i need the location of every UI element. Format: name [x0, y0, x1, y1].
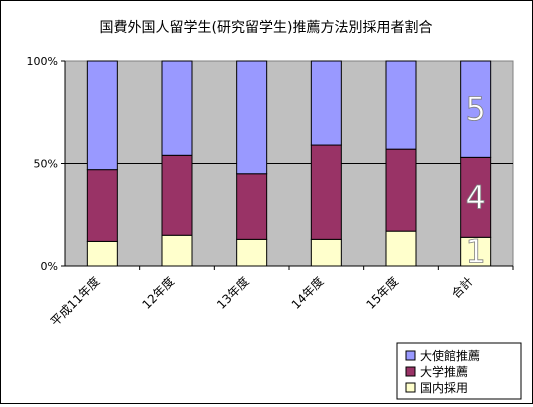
- y-tick-label: 100%: [27, 55, 58, 68]
- bar-segment: [161, 60, 193, 156]
- bar-segment: [161, 154, 193, 236]
- y-axis: 0% 50% 100%: [27, 55, 66, 273]
- annotation-layer: 1 4 5: [465, 90, 486, 271]
- legend-label: 大使館推薦: [420, 348, 480, 363]
- legend-label: 国内採用: [420, 381, 468, 395]
- x-tick-label: 13年度: [213, 274, 251, 312]
- chart-title: 国費外国人留学生(研究留学生)推薦方法別採用者割合: [100, 19, 433, 36]
- legend-swatch: [405, 350, 416, 361]
- bar-segment: [310, 144, 342, 240]
- bar-segment: [310, 238, 342, 267]
- segment-annotation: 1: [465, 233, 485, 271]
- x-tick-label: 15年度: [363, 274, 401, 312]
- bar-segment: [385, 148, 417, 232]
- bar-segment: [86, 240, 118, 267]
- legend-box: [396, 342, 522, 400]
- x-tick-label: 12年度: [139, 274, 177, 312]
- y-tick-label: 0%: [41, 260, 58, 273]
- legend-swatch: [405, 382, 416, 393]
- bar-segment: [460, 60, 492, 158]
- bar-segment: [86, 60, 118, 171]
- legend-swatch: [405, 366, 416, 377]
- bar-segment: [86, 169, 118, 242]
- bar-segment: [310, 60, 342, 146]
- segment-annotation: 4: [465, 178, 485, 216]
- x-tick-label: 合計: [448, 274, 476, 302]
- bar-segment: [161, 234, 193, 267]
- bars-layer: [86, 60, 492, 267]
- bar-segment: [385, 60, 417, 150]
- bar-segment: [236, 60, 268, 175]
- x-axis: 平成11年度 12年度 13年度 14年度 15年度 合計: [47, 265, 514, 329]
- bar-segment: [460, 156, 492, 238]
- y-tick-label: 50%: [34, 158, 58, 171]
- bar-segment: [236, 173, 268, 240]
- x-tick-label: 14年度: [288, 274, 326, 312]
- x-tick-label: 平成11年度: [47, 274, 102, 329]
- bar-segment: [385, 230, 417, 267]
- bar-segment: [236, 238, 268, 267]
- legend-label: 大学推薦: [420, 364, 468, 379]
- segment-annotation: 5: [465, 90, 485, 128]
